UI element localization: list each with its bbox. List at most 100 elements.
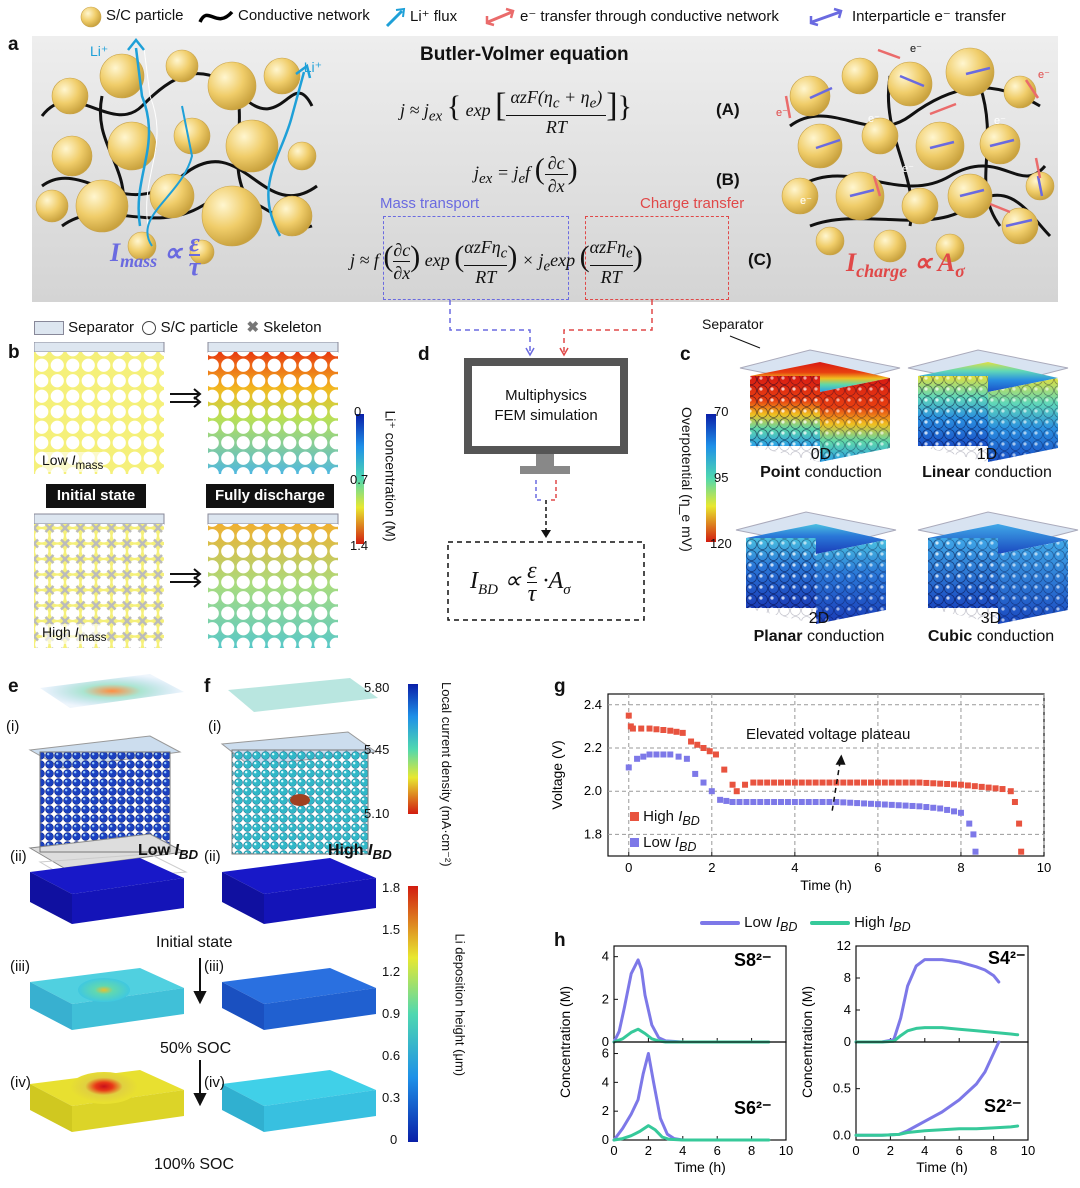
cube-2-caption: 2D Planar conduction xyxy=(744,610,894,646)
low-ibd-point xyxy=(840,799,847,806)
species-label: S8²⁻ xyxy=(734,950,772,970)
high-ibd-point xyxy=(712,751,719,758)
h-xtick-label: 6 xyxy=(956,1143,963,1158)
f-ii-label: (ii) xyxy=(204,848,221,865)
c-separator-label: Separator xyxy=(702,316,764,332)
low-ibd-point xyxy=(923,804,930,811)
initial-state-bar: Initial state xyxy=(46,484,146,508)
high-ibd-point xyxy=(847,779,854,786)
soc50-caption: 50% SOC xyxy=(160,1040,232,1057)
equation-c-label: (C) xyxy=(748,250,772,269)
h-ylabel-right: Concentration (M) xyxy=(799,986,815,1098)
high-ibd-point xyxy=(957,781,964,788)
e-transfer-network-icon xyxy=(485,7,515,27)
high-ibd-point xyxy=(992,785,999,792)
g-xtick-label: 6 xyxy=(874,860,881,875)
high-ibd-point xyxy=(653,726,660,733)
low-ibd-point xyxy=(646,751,653,758)
interparticle-arrow xyxy=(965,66,991,76)
low-ibd-point xyxy=(874,801,881,808)
interparticle-arrow xyxy=(849,188,875,198)
cube-0-dim: 0D xyxy=(810,446,832,463)
equation-c: j ≈ f (∂c ∂x) exp (αzFηc RT) × jeexp (αzFη… xyxy=(350,237,643,287)
low-ibd-point xyxy=(653,751,660,758)
h-ytick-label: 0.0 xyxy=(833,1127,851,1142)
particle xyxy=(173,117,211,155)
low-ibd-point xyxy=(717,796,724,803)
low-ibd-line xyxy=(854,1040,1001,1137)
c-cbar-title: Overpotential (η_e mV) xyxy=(679,407,695,552)
skeleton-icon: ✖ xyxy=(246,319,260,336)
h-ytick-label: 6 xyxy=(602,1046,609,1061)
low-imass-label: Low Imass xyxy=(42,452,104,472)
voltage-chart: 0 2 4 6 8 10 1.8 2.0 2.2 2.4 Time (h) Voltage (V) xyxy=(549,693,1051,893)
low-ibd-point xyxy=(700,779,707,786)
particle xyxy=(189,239,215,265)
high-ibd-point xyxy=(951,781,958,788)
equation-a-label: (A) xyxy=(716,100,740,119)
conductive-network-icon xyxy=(198,10,234,23)
high-ibd-point xyxy=(757,779,764,786)
g-legend: High IBD Low IBD xyxy=(630,806,700,858)
charge-transfer-illustration: e⁻ e⁻ e⁻ e⁻ e⁻ e⁻ e⁻ xyxy=(776,43,1055,263)
high-ibd-point xyxy=(874,779,881,786)
h-xtick-label: 4 xyxy=(921,1143,928,1158)
high-ibd-point xyxy=(750,779,757,786)
monitor-text-2: FEM simulation xyxy=(494,407,598,424)
equation-b: jex = jef (∂c ∂x) xyxy=(474,152,578,196)
particle xyxy=(75,179,129,233)
low-ibd-point xyxy=(944,806,951,813)
initial-state-caption: Initial state xyxy=(156,934,233,951)
low-ibd-point xyxy=(784,799,791,805)
low-ibd-point xyxy=(909,802,916,809)
h-ytick-label: 4 xyxy=(602,949,609,964)
particle xyxy=(149,173,195,219)
legend-interparticle-transfer: Interparticle e⁻ transfer xyxy=(852,8,1006,25)
f-cbar-tick-1: 5.45 xyxy=(364,742,390,757)
particle xyxy=(99,53,145,99)
h-xtick-label: 0 xyxy=(852,1143,859,1158)
icharge-formula: Icharge ∝ Aσ xyxy=(846,248,965,282)
particle xyxy=(947,173,993,219)
high-ibd-point xyxy=(902,779,909,786)
panel-h-label: h xyxy=(554,930,566,951)
legend-sc-particle: S/C particle xyxy=(106,7,184,24)
particle xyxy=(35,189,69,223)
low-ibd-point xyxy=(819,799,826,805)
low-ibd-line xyxy=(612,1052,754,1142)
high-ibd-point xyxy=(930,780,937,787)
low-ibd-point xyxy=(723,797,730,804)
g-ytick-label: 2.4 xyxy=(584,697,602,712)
cube-1-rest: conduction xyxy=(970,464,1052,481)
particle xyxy=(935,233,965,263)
high-ibd-point xyxy=(854,779,861,786)
svg-text:e⁻: e⁻ xyxy=(776,107,788,119)
g-ytick-label: 1.8 xyxy=(584,826,602,841)
low-ibd-point xyxy=(640,753,647,760)
h-ytick-label: 4 xyxy=(844,1002,851,1017)
h-xtick-label: 10 xyxy=(779,1143,793,1158)
particle xyxy=(225,119,279,173)
b-cbar-title: Li⁺ concentration (M) xyxy=(382,410,399,542)
panel-c-label: c xyxy=(680,344,691,365)
panel-e-label: e xyxy=(8,676,19,697)
particle xyxy=(887,61,933,107)
high-ibd-point xyxy=(888,779,895,786)
fully-discharge-bar: Fully discharge xyxy=(206,484,334,508)
h-xtick-label: 0 xyxy=(610,1143,617,1158)
h-plot-frame xyxy=(855,1041,1029,1141)
g-xtick-label: 4 xyxy=(791,860,798,875)
high-ibd-point xyxy=(978,783,985,790)
cube-1-caption: 1D Linear conduction xyxy=(912,446,1062,482)
equation-a: j ≈ jex { exp [αzF(ηc + ηe) RT]} xyxy=(400,86,632,137)
high-ibd-point xyxy=(999,786,1006,793)
low-ibd-point xyxy=(625,764,632,771)
li-cbar-tick-3: 0.9 xyxy=(382,1006,401,1021)
panel-ef-illustration xyxy=(28,674,418,1142)
particle-swatch xyxy=(142,321,157,336)
svg-text:e⁻: e⁻ xyxy=(902,163,914,175)
high-ibd-point xyxy=(840,779,847,786)
h-xtick-label: 8 xyxy=(748,1143,755,1158)
